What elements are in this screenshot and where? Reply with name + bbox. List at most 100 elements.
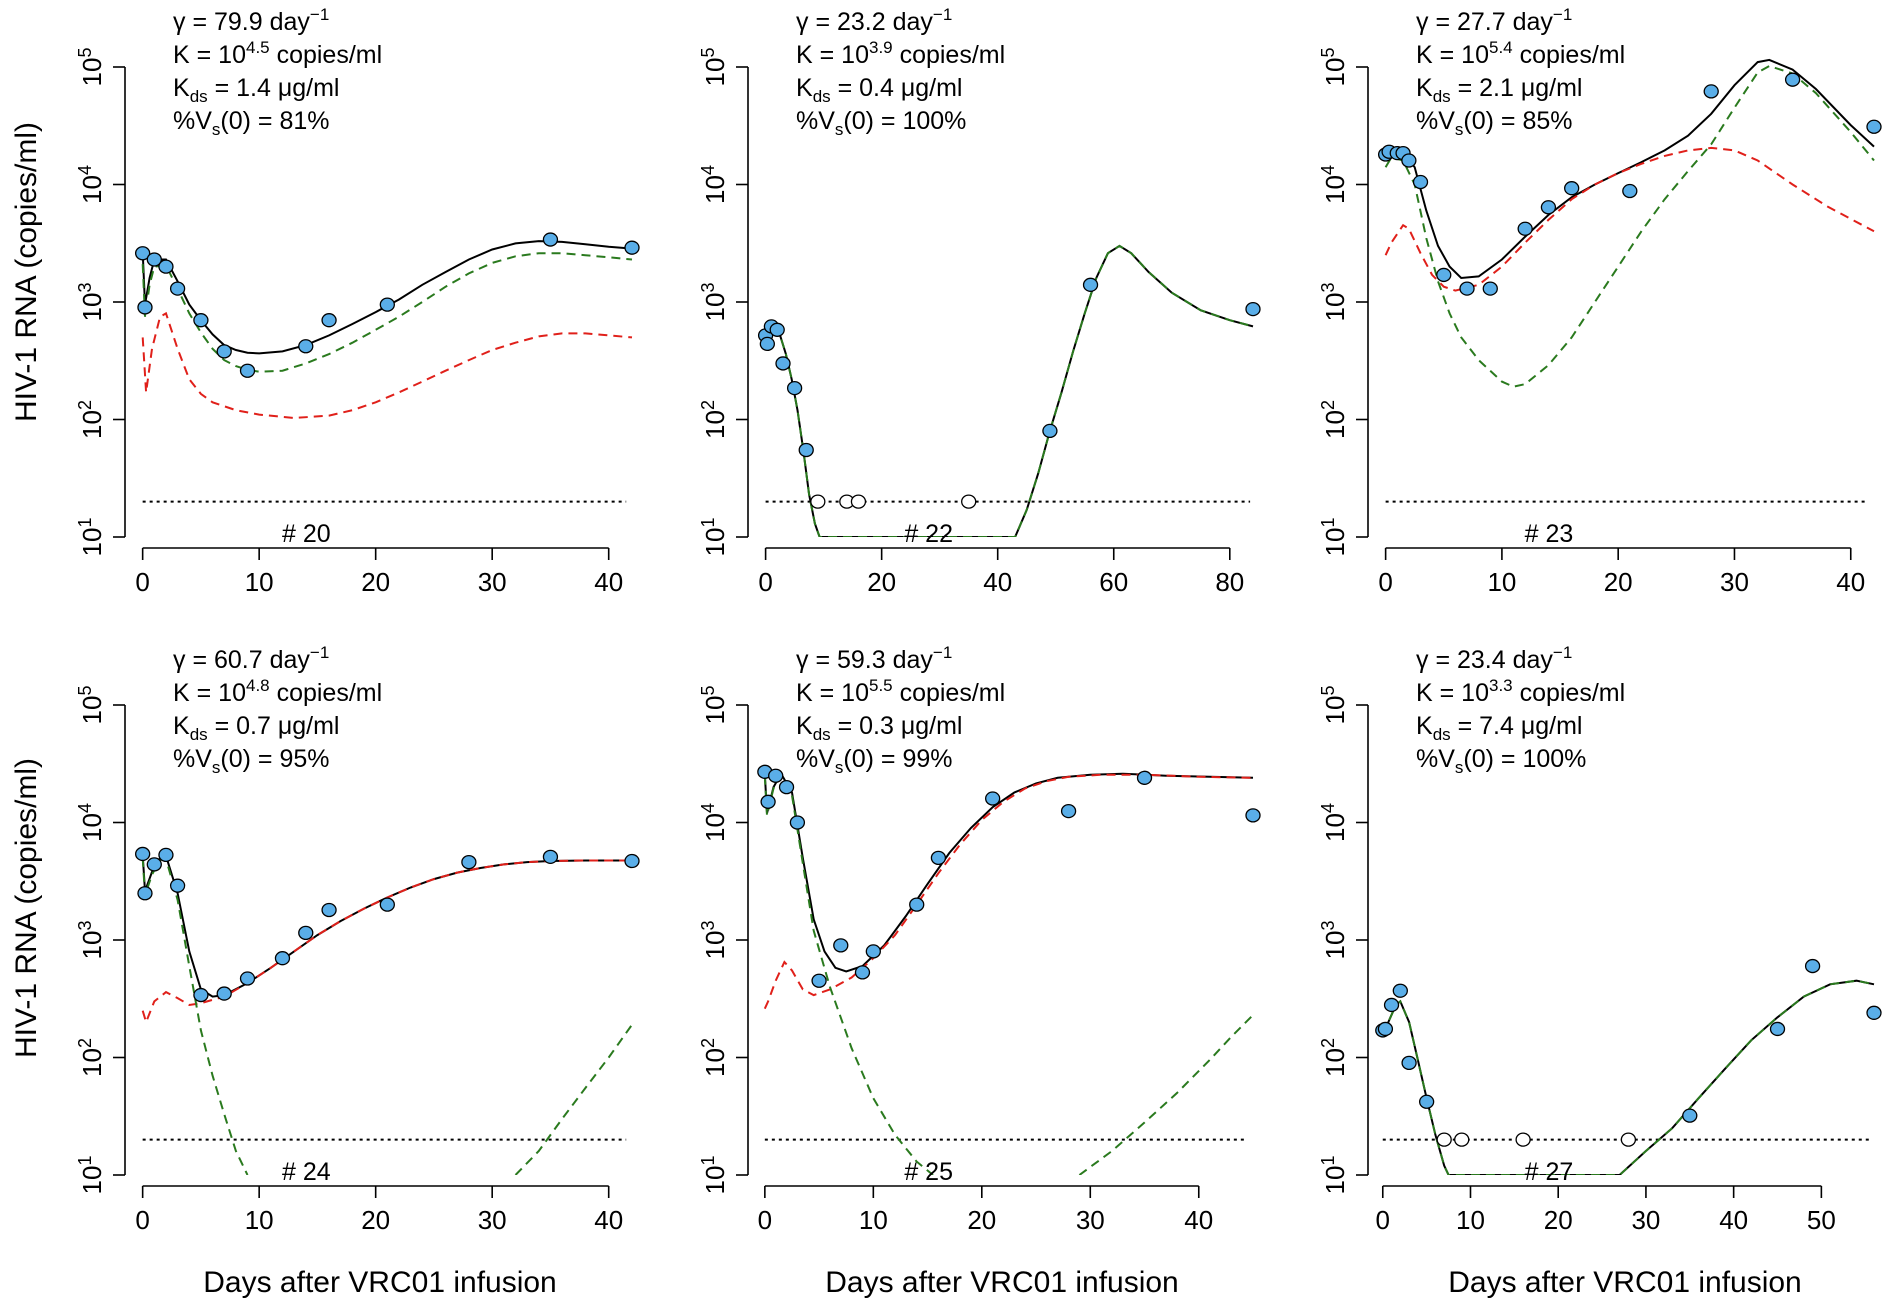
- observed-point: [760, 794, 776, 809]
- observed-point: [542, 232, 559, 247]
- curves-layer: [1381, 979, 1875, 1175]
- vs0-param: %Vs(0) = 81%: [173, 107, 330, 139]
- observed-point: [193, 313, 209, 328]
- k-param: K = 103.9 copies/ml: [796, 38, 1005, 69]
- observed-point: [1482, 281, 1498, 296]
- censored-point: [850, 494, 867, 509]
- k-param: K = 105.5 copies/ml: [796, 676, 1005, 707]
- y-tick-label: 104: [698, 165, 730, 204]
- gamma-param: γ = 23.4 day−1: [1416, 643, 1572, 674]
- x-tick-label: 10: [1487, 567, 1516, 597]
- k-param: K = 104.5 copies/ml: [173, 38, 382, 69]
- panel-25: 101 102 103 104 105 0 10 20 30 40 # 25 γ = 59.3 day…: [698, 643, 1261, 1235]
- panel-label: # 25: [904, 1158, 953, 1186]
- observed-point: [379, 297, 395, 312]
- y-tick-label: 105: [75, 48, 107, 87]
- observed-point: [239, 363, 256, 378]
- observed-point: [379, 897, 395, 912]
- x-tick-label: 10: [245, 1205, 274, 1235]
- observed-point: [624, 240, 640, 255]
- kds-param: Kds = 2.1 μg/ml: [1416, 74, 1582, 106]
- observed-point: [768, 768, 784, 783]
- k-param: K = 103.3 copies/ml: [1416, 676, 1625, 707]
- x-tick-label: 0: [135, 1205, 149, 1235]
- observed-point: [1136, 770, 1153, 785]
- observed-point: [778, 779, 795, 795]
- y-tick-label: 103: [698, 283, 730, 322]
- y-axis-title-bottom: HIV-1 RNA (copies/ml): [10, 758, 43, 1058]
- x-tick-label: 40: [983, 567, 1012, 597]
- observed-point: [1540, 200, 1557, 215]
- panel-24: 101 102 103 104 105 0 10 20 30 40 # 24 γ = 60.7 day…: [75, 643, 640, 1235]
- sensitive-fit-curve: [765, 244, 1254, 537]
- sensitive-fit-curve: [763, 773, 934, 1175]
- curves-layer: [141, 240, 633, 420]
- panel-22: 101 102 103 104 105 0 20 40 60 80 # 22 γ = 23.2 day…: [698, 5, 1261, 597]
- observed-point: [1866, 1005, 1882, 1020]
- sensitive-fit-tail-curve: [1078, 1014, 1254, 1175]
- y-tick-label: 104: [75, 803, 107, 842]
- y-tick-label: 102: [1318, 400, 1350, 439]
- observed-point: [1401, 1055, 1417, 1071]
- observed-point: [833, 938, 849, 953]
- observed-point: [1436, 267, 1452, 283]
- kds-param: Kds = 1.4 μg/ml: [173, 74, 339, 106]
- observed-point: [1517, 221, 1533, 236]
- gamma-param: γ = 60.7 day−1: [173, 643, 329, 674]
- x-tick-label: 0: [135, 567, 149, 597]
- observed-point: [193, 987, 209, 1003]
- kds-param: Kds = 7.4 μg/ml: [1416, 712, 1582, 744]
- observed-point: [1804, 958, 1821, 974]
- x-axis-title-left: Days after VRC01 infusion: [203, 1266, 557, 1299]
- observed-point: [146, 857, 162, 872]
- censored-point: [1436, 1132, 1452, 1147]
- sensitive-fit-curve: [141, 252, 633, 373]
- kds-param: Kds = 0.4 μg/ml: [796, 74, 962, 106]
- k-param: K = 104.8 copies/ml: [173, 676, 382, 707]
- observed-point: [146, 252, 162, 267]
- y-tick-label: 102: [698, 400, 730, 439]
- total-fit-curve: [763, 771, 1254, 973]
- curves-layer: [763, 771, 1254, 1175]
- observed-point: [1383, 997, 1400, 1013]
- y-tick-label: 104: [75, 165, 107, 204]
- y-tick-label: 101: [1318, 518, 1350, 557]
- x-tick-label: 40: [1719, 1205, 1748, 1235]
- total-fit-curve: [765, 244, 1254, 537]
- observed-point: [1784, 72, 1801, 87]
- y-tick-label: 102: [75, 1038, 107, 1077]
- observed-point: [321, 902, 337, 918]
- x-tick-label: 30: [1076, 1205, 1105, 1235]
- x-tick-label: 30: [478, 1205, 507, 1235]
- panel-label: # 23: [1525, 520, 1574, 548]
- resistant-fit-curve: [1384, 146, 1875, 292]
- total-fit-curve: [141, 854, 632, 998]
- vs0-param: %Vs(0) = 99%: [796, 745, 953, 777]
- x-tick-label: 20: [867, 567, 896, 597]
- y-tick-label: 101: [698, 518, 730, 557]
- x-axis-title-right: Days after VRC01 infusion: [1448, 1266, 1802, 1299]
- vs0-param: %Vs(0) = 100%: [796, 107, 966, 139]
- censored-point: [961, 494, 977, 509]
- observed-point: [137, 886, 153, 901]
- y-tick-label: 103: [698, 921, 730, 960]
- observed-point: [930, 850, 947, 866]
- x-tick-label: 30: [478, 567, 507, 597]
- observed-point: [985, 791, 1001, 806]
- total-fit-curve: [141, 240, 633, 355]
- observed-point: [1564, 181, 1580, 196]
- y-tick-label: 105: [1318, 686, 1350, 725]
- x-tick-label: 20: [1604, 567, 1633, 597]
- x-tick-label: 60: [1099, 567, 1128, 597]
- y-tick-label: 101: [75, 1156, 107, 1195]
- gamma-param: γ = 59.3 day−1: [796, 643, 952, 674]
- vs0-param: %Vs(0) = 85%: [1416, 107, 1573, 139]
- observed-point: [1245, 301, 1261, 317]
- observed-point: [1703, 84, 1719, 99]
- y-tick-label: 105: [1318, 48, 1350, 87]
- kds-param: Kds = 0.3 μg/ml: [796, 712, 962, 744]
- observed-point: [854, 965, 871, 980]
- k-param: K = 105.4 copies/ml: [1416, 38, 1625, 69]
- kds-param: Kds = 0.7 μg/ml: [173, 712, 339, 744]
- x-tick-label: 30: [1720, 567, 1749, 597]
